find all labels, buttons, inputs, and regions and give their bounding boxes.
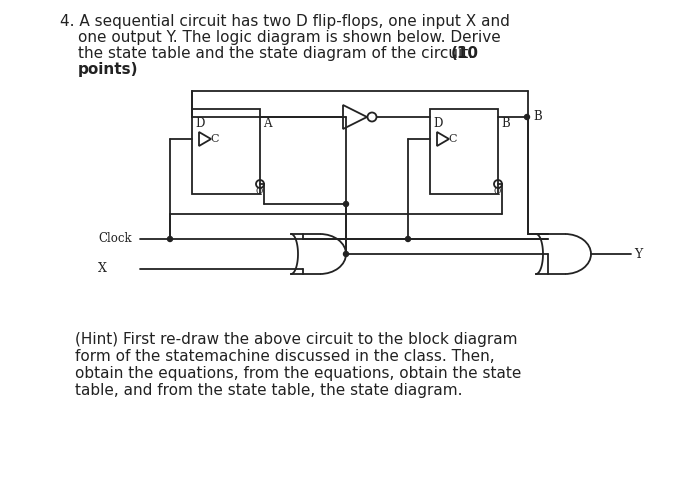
Circle shape [524,114,529,119]
Text: D: D [433,117,442,130]
Text: 4. A sequential circuit has two D flip-flops, one input X and: 4. A sequential circuit has two D flip-f… [60,14,510,29]
Text: A: A [263,117,272,130]
Circle shape [344,202,349,206]
Text: B: B [501,117,510,130]
Text: Clock: Clock [98,232,132,245]
Text: Y: Y [634,247,643,261]
Text: (10: (10 [451,46,479,61]
Text: D: D [195,117,204,130]
Circle shape [405,237,410,242]
Text: (Hint) First re-draw the above circuit to the block diagram: (Hint) First re-draw the above circuit t… [75,332,517,347]
Text: B: B [533,111,542,124]
Circle shape [344,251,349,257]
Text: form of the statemachine discussed in the class. Then,: form of the statemachine discussed in th… [75,349,495,364]
Bar [192,109,260,194]
Circle shape [167,237,172,242]
Text: the state table and the state diagram of the circuit.: the state table and the state diagram of… [78,46,478,61]
Text: points): points) [78,62,139,77]
Text: C: C [210,134,218,144]
Text: Q: Q [493,187,500,195]
Text: obtain the equations, from the equations, obtain the state: obtain the equations, from the equations… [75,366,522,381]
Text: X: X [98,262,107,276]
Text: one output Y. The logic diagram is shown below. Derive: one output Y. The logic diagram is shown… [78,30,500,45]
Bar [430,109,498,194]
Text: table, and from the state table, the state diagram.: table, and from the state table, the sta… [75,383,463,398]
Text: C: C [448,134,456,144]
Text: Q: Q [255,187,262,195]
